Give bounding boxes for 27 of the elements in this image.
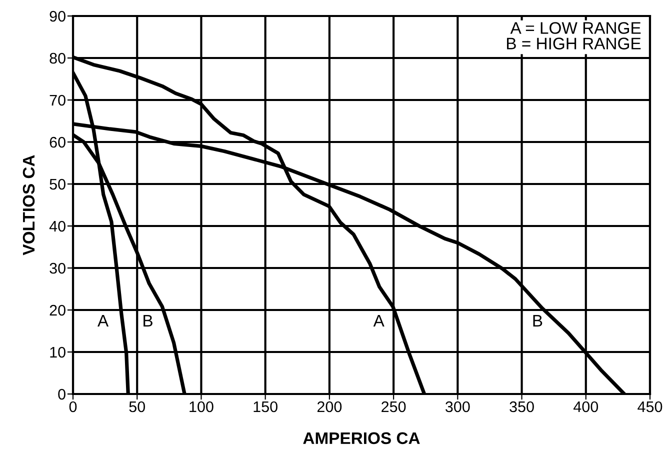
x-tick-label: 50 bbox=[129, 401, 146, 412]
x-axis-title: AMPERIOS CA bbox=[303, 432, 420, 444]
y-tick-label: 80 bbox=[50, 52, 66, 64]
x-tick-label: 400 bbox=[573, 401, 598, 412]
x-tick-label: 100 bbox=[190, 401, 214, 412]
x-tick-label: 0 bbox=[69, 401, 77, 412]
y-tick-label: 70 bbox=[50, 94, 66, 106]
y-tick-label: 30 bbox=[50, 262, 66, 274]
series-label: A bbox=[98, 315, 109, 326]
y-tick-label: 90 bbox=[50, 10, 66, 22]
y-tick-label: 60 bbox=[50, 136, 66, 148]
series-label: A bbox=[373, 315, 384, 326]
y-axis-title: VOLTIOS CA bbox=[22, 155, 35, 256]
series-label: B bbox=[144, 315, 152, 326]
y-tick-label: 20 bbox=[50, 304, 66, 316]
x-tick-label: 200 bbox=[317, 401, 342, 412]
x-tick-label: 300 bbox=[446, 401, 470, 412]
series-label: B bbox=[533, 315, 542, 326]
x-tick-label: 350 bbox=[510, 401, 534, 412]
annotation: A = LOW RANGE B = HIGH RANGE bbox=[507, 22, 641, 50]
y-tick-label: 50 bbox=[50, 178, 66, 190]
x-tick-label: 250 bbox=[382, 401, 406, 412]
y-tick-label: 10 bbox=[50, 346, 66, 358]
y-tick-label: 0 bbox=[58, 388, 66, 400]
x-tick-label: 150 bbox=[254, 401, 278, 412]
x-tick-label: 450 bbox=[638, 401, 662, 412]
y-tick-label: 40 bbox=[49, 220, 66, 232]
